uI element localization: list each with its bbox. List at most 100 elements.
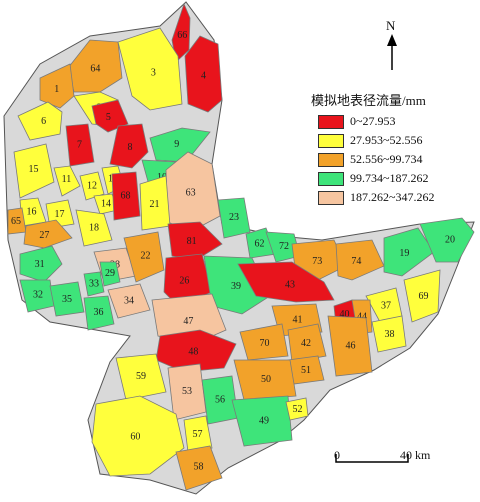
region-label: 22 [141,251,151,262]
region-label: 38 [385,329,395,340]
region-32: 32 [19,279,55,313]
region-shape [231,395,293,447]
region-shape [115,353,167,401]
region-20: 20 [419,217,475,263]
region-label: 81 [187,236,197,247]
region-label: 37 [381,301,391,312]
region-shape [67,39,123,93]
region-38: 38 [371,315,407,353]
legend-swatch [318,133,344,148]
region-label: 41 [293,315,303,326]
region-shape [13,143,55,199]
region-label: 72 [279,241,289,252]
region-label: 60 [130,431,140,442]
north-arrow-label: N [386,18,396,33]
region-shape [39,63,75,109]
region-label: 52 [293,404,303,415]
region-label: 53 [182,386,192,397]
region-label: 7 [77,140,82,151]
region-shape [239,323,289,361]
region-42: 42 [287,323,327,363]
region-label: 39 [231,281,241,292]
region-shape [237,261,335,303]
scale-bar [335,454,409,463]
region-57: 57 [183,415,213,453]
region-label: 15 [29,164,39,175]
legend-swatch [318,114,344,129]
region-label: 51 [301,365,311,376]
region-shape [49,281,85,317]
region-shape [117,27,183,111]
region-1: 1 [39,63,75,109]
region-shape [335,239,385,281]
region-label: 21 [150,199,160,210]
region-label: 16 [27,207,37,218]
region-label: 19 [399,248,409,259]
legend-title: 模拟地表径流量/mm [311,93,426,108]
region-35: 35 [49,281,85,317]
region-19: 19 [383,227,435,277]
region-shape [403,269,441,323]
region-shape [19,245,63,283]
region-81: 81 [167,221,223,261]
region-shape [183,415,213,453]
region-label: 44 [357,312,367,323]
region-label: 6 [41,116,46,127]
region-49: 49 [231,395,293,447]
region-label: 59 [136,371,146,382]
region-18: 18 [75,209,113,247]
region-label: 26 [179,275,189,286]
region-label: 62 [255,239,265,250]
region-27: 27 [23,219,73,249]
legend-label: 0~27.953 [350,114,396,128]
region-shape [53,165,81,197]
region-31: 31 [19,245,63,283]
region-label: 50 [261,374,271,385]
region-70: 70 [239,323,289,361]
region-label: 5 [106,112,111,123]
region-9: 9 [149,127,211,163]
legend-label: 52.556~99.734 [350,152,423,166]
region-69: 69 [403,269,441,323]
region-shape [99,261,121,287]
legend-item: 0~27.953 [318,112,435,131]
region-shape [167,221,223,261]
region-8: 8 [109,123,149,169]
region-shape [75,209,113,247]
region-36: 36 [83,295,115,331]
region-60: 60 [91,395,185,477]
region-shape [107,283,151,319]
region-shape [65,123,95,167]
region-label: 31 [35,259,45,270]
region-label: 32 [33,290,43,301]
region-50: 50 [233,359,297,401]
region-label: 69 [419,291,429,302]
region-shape [109,123,149,169]
region-label: 34 [124,296,134,307]
region-33: 33 [83,271,105,297]
legend-label: 187.262~347.262 [350,190,435,204]
legend-item: 99.734~187.262 [318,169,435,188]
region-12: 12 [79,171,105,201]
region-shape [149,127,211,163]
region-label: 11 [62,174,72,185]
region-label: 20 [445,235,455,246]
region-label: 43 [285,279,295,290]
region-shape [233,359,297,401]
legend-item: 187.262~347.262 [318,188,435,207]
region-shape [83,271,105,297]
region-shape [287,323,327,363]
region-15: 15 [13,143,55,199]
region-7: 7 [65,123,95,167]
region-label: 47 [183,316,193,327]
region-shape [371,315,407,353]
region-label: 18 [89,223,99,234]
region-shape [383,227,435,277]
region-label: 35 [62,294,72,305]
region-63: 63 [165,151,221,233]
legend-swatch [318,152,344,167]
region-label: 12 [87,181,97,192]
region-label: 63 [186,188,196,199]
region-label: 65 [11,216,21,227]
